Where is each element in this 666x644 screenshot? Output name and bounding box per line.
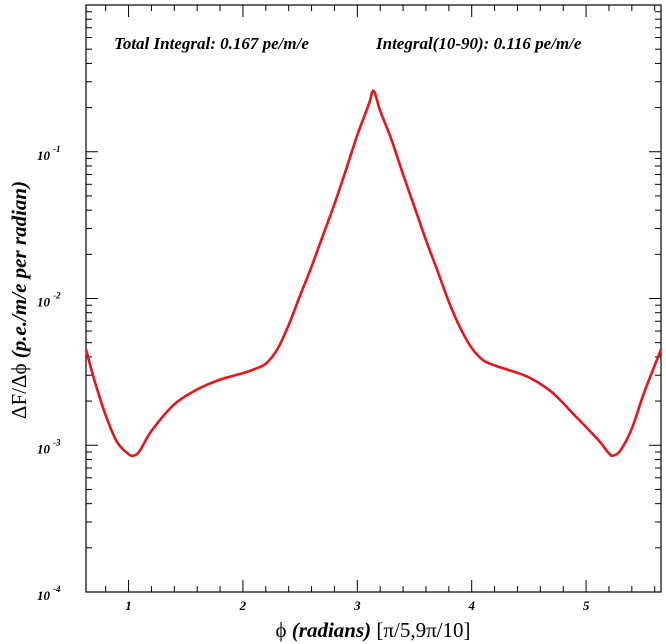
ticks-layer	[86, 5, 661, 593]
x-tick-label: 5	[583, 598, 590, 613]
y-axis-title: ΔF/Δϕ (p.e./m/e per radian)	[7, 181, 31, 419]
y-tick-label: 10 -2	[37, 291, 61, 310]
y-tick-exponent: -2	[53, 291, 61, 301]
x-tick-label: 3	[353, 598, 361, 613]
x-tick-label: 1	[125, 598, 132, 613]
y-tick-exponent: -4	[53, 584, 61, 594]
x-axis-unit: (radians)	[292, 618, 371, 642]
x-tick-label: 4	[467, 598, 475, 613]
y-tick-label: 10 -1	[37, 144, 61, 163]
x-axis-symbol: ϕ	[275, 618, 286, 642]
y-tick-label: 10 -3	[37, 437, 61, 456]
x-axis-range: [π/5,9π/10]	[376, 618, 470, 642]
series-line	[84, 89, 663, 458]
labels-layer: 1 2 3 4 5 10-1 10-2 10-3 10-4	[37, 144, 590, 613]
y-axis-unit: (p.e./m/e per radian)	[7, 181, 31, 358]
x-axis-title: ϕ (radians) [π/5,9π/10]	[275, 618, 470, 642]
y-tick-exponent: -1	[53, 144, 61, 154]
annotation-partial-integral: Integral(10-90): 0.116 pe/m/e	[375, 34, 582, 53]
y-tick-exponent: -3	[53, 437, 61, 447]
x-tick-label: 2	[239, 598, 247, 613]
annotation-total-integral: Total Integral: 0.167 pe/m/e	[114, 34, 309, 53]
y-tick-label: 10 -4	[37, 584, 61, 603]
y-axis-prefix: ΔF/Δϕ	[7, 363, 31, 419]
